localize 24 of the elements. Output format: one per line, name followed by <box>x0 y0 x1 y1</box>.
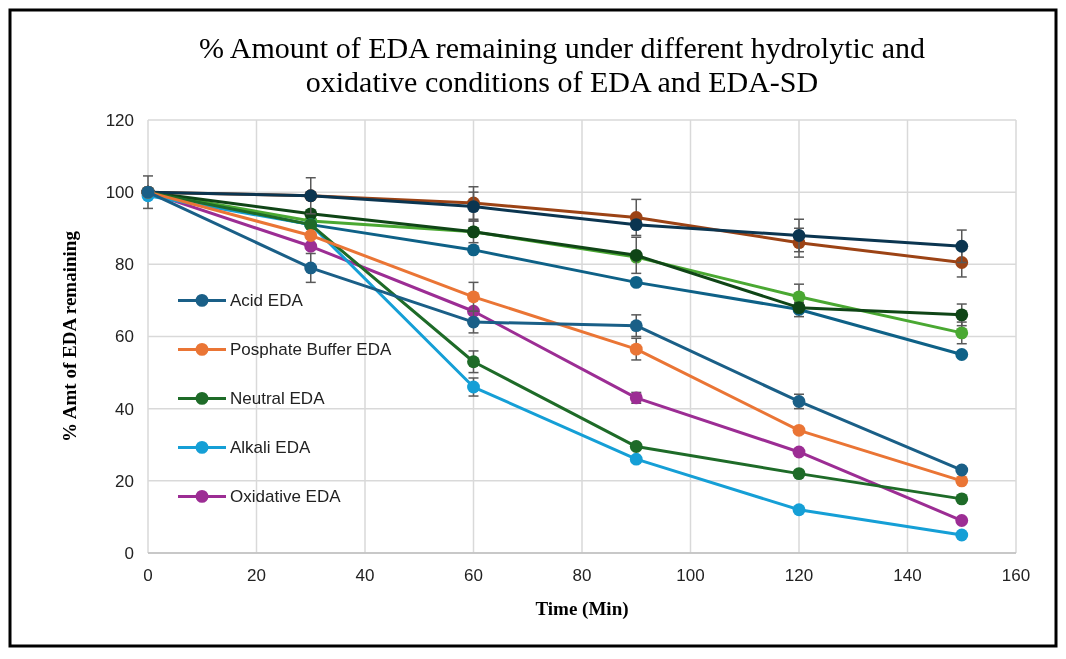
y-tick-label: 20 <box>115 471 134 491</box>
y-axis-title: % Amt of EDA remaining <box>59 230 80 442</box>
chart-title: % Amount of EDA remaining under different hydrolytic and oxidative conditions of EDA and EDA-SD <box>199 31 925 98</box>
x-tick-label: 80 <box>572 566 592 585</box>
x-tick-label: 160 <box>1001 566 1031 585</box>
legend-label: Neutral EDA <box>230 389 326 409</box>
y-tick-label: 40 <box>115 399 134 419</box>
y-tick-label: 80 <box>115 255 134 275</box>
x-tick-label: 20 <box>247 566 266 585</box>
x-tick-label: 60 <box>464 566 483 585</box>
x-tick-label: 40 <box>355 566 375 585</box>
x-tick-label: 120 <box>784 566 814 585</box>
x-axis-title: Time (Min) <box>535 598 629 620</box>
y-tick-label: 100 <box>105 183 134 203</box>
legend-label: Posphate Buffer EDA <box>230 340 392 360</box>
legend-label: Acid EDA <box>230 291 304 311</box>
x-tick-label: 0 <box>143 566 153 585</box>
x-tick-label: 140 <box>893 566 922 585</box>
y-tick-label: 60 <box>115 327 134 347</box>
legend-label: Oxidative EDA <box>230 487 342 507</box>
y-tick-label: 0 <box>124 543 134 563</box>
y-tick-label: 120 <box>105 110 134 130</box>
x-tick-label: 100 <box>676 566 705 585</box>
legend-label: Alkali EDA <box>230 438 311 458</box>
